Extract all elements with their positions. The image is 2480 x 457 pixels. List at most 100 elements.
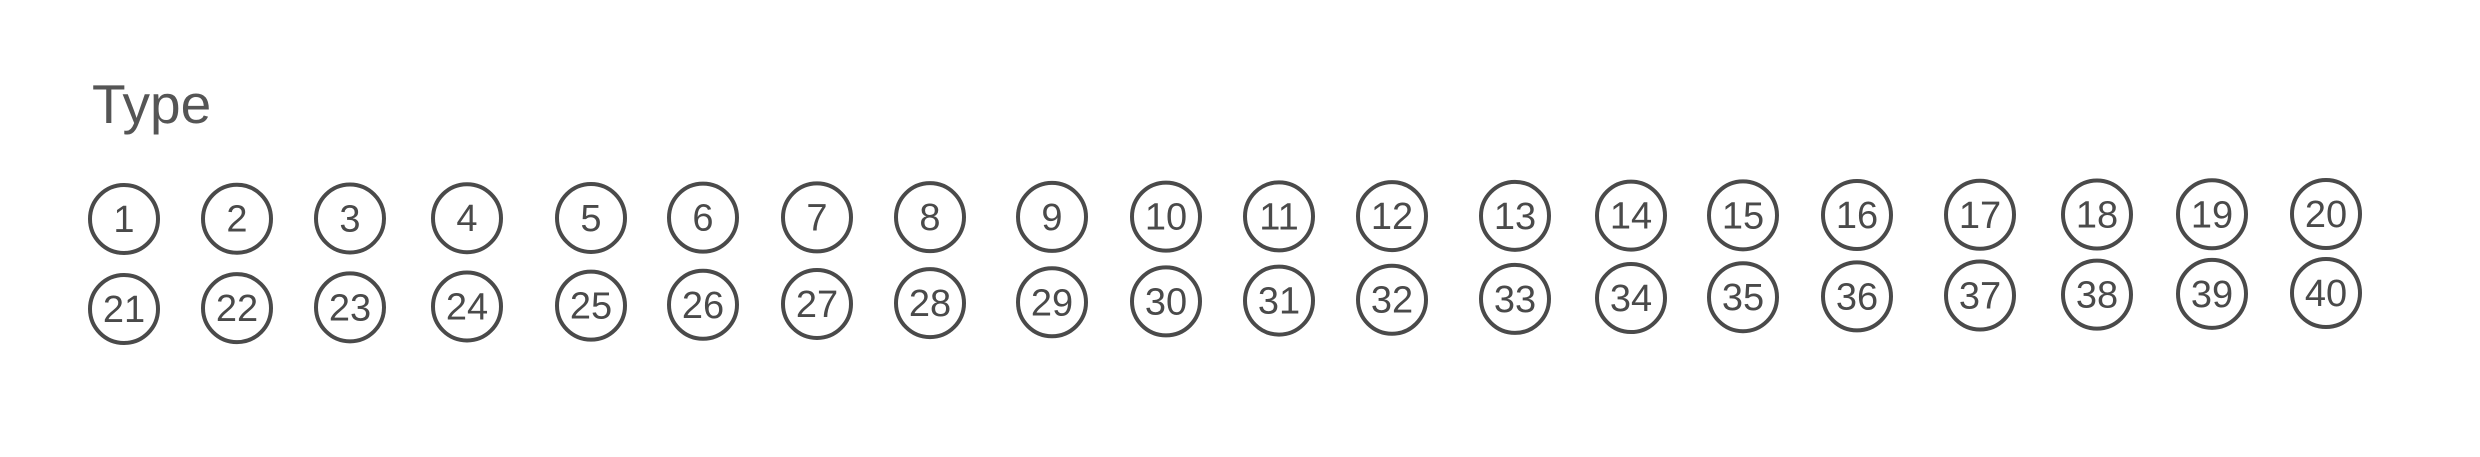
badge-number: 18 (2076, 195, 2118, 237)
badge-ring (781, 267, 853, 340)
number-badge-30[interactable]: 30 (1130, 265, 1202, 338)
badge-ring (314, 182, 386, 255)
number-badge-24[interactable]: 24 (431, 270, 503, 343)
number-badge-13[interactable]: 13 (1479, 179, 1551, 252)
badge-number: 17 (1959, 195, 2001, 237)
badge-number: 3 (339, 198, 360, 240)
badge-number: 8 (919, 197, 940, 239)
badge-ring (431, 182, 503, 255)
badge-number: 32 (1371, 280, 1413, 322)
badge-number: 7 (806, 197, 827, 239)
badge-ring (1356, 263, 1428, 336)
badge-number: 5 (580, 198, 601, 240)
badge-ring (1707, 179, 1779, 252)
number-badge-27[interactable]: 27 (781, 267, 853, 340)
badge-ring (1243, 264, 1315, 337)
section-title: Type (92, 73, 211, 135)
badge-ring (314, 271, 386, 344)
number-badge-36[interactable]: 36 (1821, 260, 1893, 333)
badge-ring (1356, 180, 1428, 253)
badge-number: 25 (570, 286, 612, 328)
number-badge-35[interactable]: 35 (1707, 261, 1779, 334)
number-badge-6[interactable]: 6 (667, 181, 739, 254)
badge-ring (1016, 180, 1088, 253)
badge-number: 31 (1258, 281, 1300, 323)
number-badge-39[interactable]: 39 (2176, 257, 2248, 330)
number-badge-5[interactable]: 5 (555, 181, 627, 254)
badge-number: 36 (1836, 276, 1878, 318)
number-badge-9[interactable]: 9 (1016, 180, 1088, 253)
number-badge-33[interactable]: 33 (1479, 262, 1551, 335)
badge-number: 28 (909, 283, 951, 325)
number-badge-22[interactable]: 22 (201, 272, 273, 345)
number-badge-18[interactable]: 18 (2061, 178, 2133, 251)
number-badge-15[interactable]: 15 (1707, 179, 1779, 252)
number-badge-1[interactable]: 1 (88, 183, 160, 255)
badge-ring (1595, 179, 1667, 252)
number-badge-23[interactable]: 23 (314, 271, 386, 344)
badge-ring (88, 183, 160, 255)
number-badge-2[interactable]: 2 (201, 182, 273, 255)
badge-ring (2176, 257, 2248, 330)
number-badge-31[interactable]: 31 (1243, 264, 1315, 337)
number-badge-14[interactable]: 14 (1595, 179, 1667, 252)
badge-ring (201, 182, 273, 255)
badge-number: 9 (1041, 197, 1062, 239)
badge-ring (555, 181, 627, 254)
number-badge-25[interactable]: 25 (555, 269, 627, 342)
badge-ring (1479, 179, 1551, 252)
badge-ring (2061, 258, 2133, 331)
number-badge-17[interactable]: 17 (1944, 178, 2016, 251)
badge-ring (1016, 266, 1088, 339)
badge-number: 35 (1722, 277, 1764, 319)
badge-number: 14 (1610, 196, 1652, 238)
number-badge-29[interactable]: 29 (1016, 266, 1088, 339)
badge-ring (667, 268, 739, 341)
number-badge-10[interactable]: 10 (1130, 180, 1202, 253)
number-badge-3[interactable]: 3 (314, 182, 386, 255)
badge-number: 38 (2076, 275, 2118, 317)
badge-ring (431, 270, 503, 343)
badge-ring (2290, 178, 2362, 250)
badge-ring (667, 181, 739, 254)
number-badge-21[interactable]: 21 (88, 273, 160, 345)
badge-number: 1 (113, 199, 134, 241)
badge-ring (1130, 265, 1202, 338)
badge-ring (1821, 179, 1893, 252)
number-badge-20[interactable]: 20 (2290, 178, 2362, 250)
badge-number: 26 (682, 285, 724, 327)
number-badge-12[interactable]: 12 (1356, 180, 1428, 253)
badge-ring (2176, 178, 2248, 251)
badge-ring (1707, 261, 1779, 334)
badge-number: 30 (1145, 281, 1187, 323)
number-badge-38[interactable]: 38 (2061, 258, 2133, 331)
number-badge-26[interactable]: 26 (667, 268, 739, 341)
badge-number: 27 (796, 284, 838, 326)
number-badge-11[interactable]: 11 (1243, 180, 1315, 253)
number-badge-16[interactable]: 16 (1821, 179, 1893, 252)
badge-number: 19 (2191, 194, 2233, 236)
number-badge-37[interactable]: 37 (1944, 259, 2016, 332)
badge-number: 33 (1494, 279, 1536, 321)
badge-number: 10 (1145, 197, 1187, 239)
badge-number: 16 (1836, 195, 1878, 237)
number-badge-28[interactable]: 28 (894, 267, 966, 340)
badge-ring (1944, 178, 2016, 251)
number-badge-32[interactable]: 32 (1356, 263, 1428, 336)
number-badge-4[interactable]: 4 (431, 182, 503, 255)
number-badge-40[interactable]: 40 (2290, 257, 2362, 329)
badge-number: 40 (2305, 273, 2347, 315)
badge-number: 6 (692, 198, 713, 240)
badge-ring (1243, 180, 1315, 253)
badge-number: 12 (1371, 196, 1413, 238)
number-badge-19[interactable]: 19 (2176, 178, 2248, 251)
number-badge-8[interactable]: 8 (894, 181, 966, 254)
badge-number: 37 (1959, 276, 2001, 318)
number-badge-34[interactable]: 34 (1595, 262, 1667, 335)
number-badge-7[interactable]: 7 (781, 181, 853, 254)
badge-number: 15 (1722, 195, 1764, 237)
badge-ring (2290, 257, 2362, 329)
badge-number: 21 (103, 289, 145, 331)
